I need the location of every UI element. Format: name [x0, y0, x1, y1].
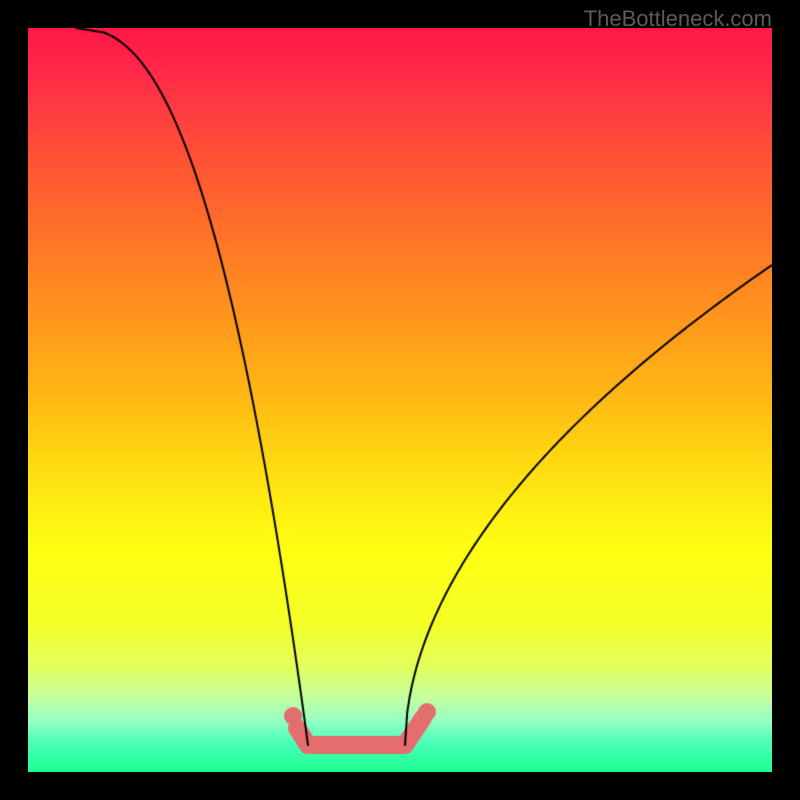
watermark-text: TheBottleneck.com — [584, 6, 772, 32]
bottleneck-curves — [0, 0, 800, 800]
